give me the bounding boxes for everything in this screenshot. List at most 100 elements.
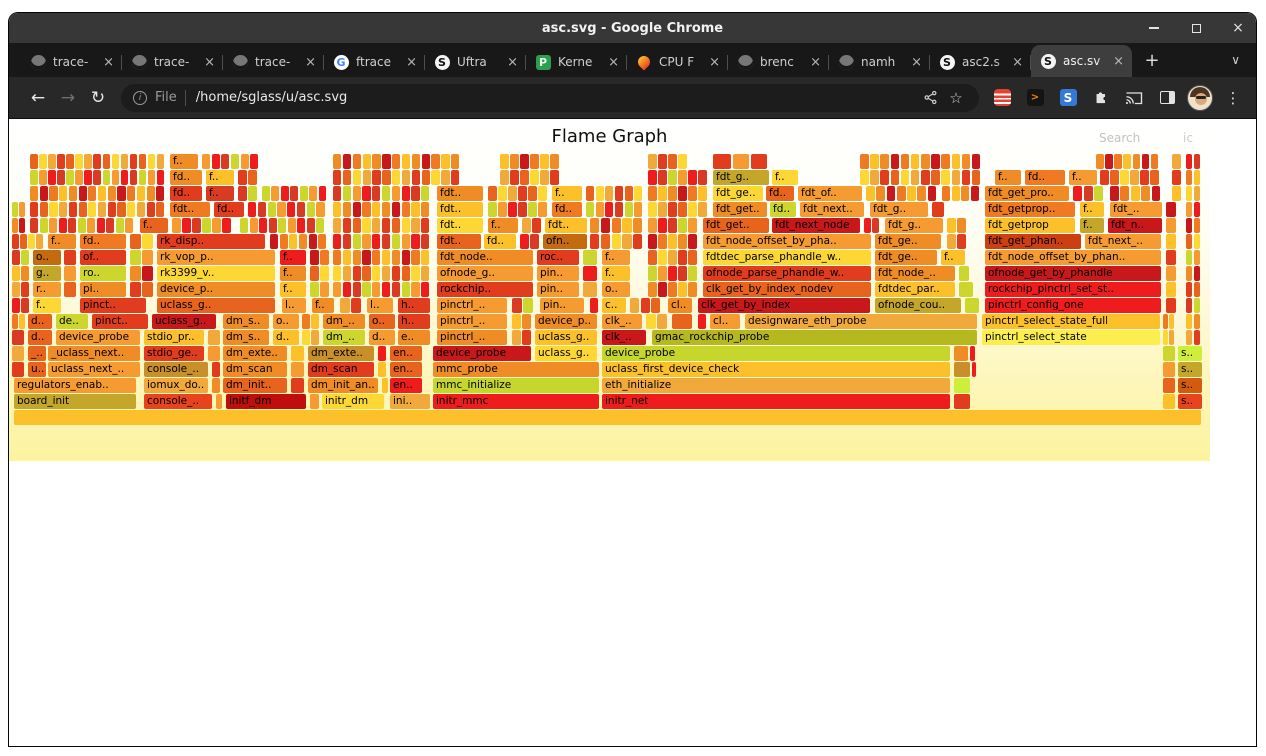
extensions-menu-button[interactable] xyxy=(1088,85,1114,111)
flame-frame[interactable] xyxy=(688,250,697,265)
flame-frame[interactable] xyxy=(333,186,342,201)
flame-frame[interactable] xyxy=(733,154,749,169)
flame-frame[interactable] xyxy=(668,234,677,249)
flame-frame[interactable] xyxy=(947,218,956,233)
flame-frame[interactable] xyxy=(1130,170,1139,185)
flame-frame[interactable] xyxy=(342,202,352,217)
flame-frame[interactable] xyxy=(287,202,296,217)
flame-frame[interactable] xyxy=(291,346,304,361)
flame-frame-fdt_node_offset_by_phan[interactable]: fdt_node_offset_by_phan.. xyxy=(985,250,1161,265)
flame-frame[interactable] xyxy=(688,170,697,185)
flame-frame-dm_[interactable]: dm_.. xyxy=(323,330,365,345)
flame-frame[interactable] xyxy=(401,266,410,281)
close-button[interactable]: × xyxy=(1230,20,1246,36)
flame-frame[interactable] xyxy=(362,282,371,297)
tab-trace-[interactable]: trace- × xyxy=(122,47,223,77)
flame-frame[interactable] xyxy=(931,154,940,169)
flame-frame-h[interactable]: h.. xyxy=(398,298,430,313)
flame-frame[interactable] xyxy=(21,298,29,313)
flame-frame[interactable] xyxy=(362,234,371,249)
flame-frame[interactable] xyxy=(12,282,20,297)
flame-frame[interactable] xyxy=(1193,202,1200,217)
flame-frame[interactable] xyxy=(1163,346,1175,361)
flame-frame[interactable] xyxy=(102,154,111,169)
flame-frame-uclass_g[interactable]: uclass_g.. xyxy=(157,298,275,313)
flame-frame[interactable] xyxy=(117,186,126,201)
flame-frame[interactable] xyxy=(1110,186,1119,201)
tab-close-icon[interactable]: × xyxy=(911,54,922,70)
flame-frame[interactable] xyxy=(583,282,597,297)
flame-frame-f[interactable]: f.. xyxy=(206,186,234,201)
flame-frame-initr_net[interactable]: initr_net xyxy=(602,394,950,409)
flame-frame-o[interactable]: o.. xyxy=(369,314,395,329)
flame-frame-f[interactable]: f.. xyxy=(552,186,582,201)
flame-frame[interactable] xyxy=(146,186,155,201)
flame-frame[interactable] xyxy=(125,218,134,233)
flame-frame[interactable] xyxy=(518,186,527,201)
forward-button[interactable]: → xyxy=(60,87,76,108)
flame-frame[interactable] xyxy=(530,234,539,249)
flame-frame[interactable] xyxy=(391,218,401,233)
flame-frame[interactable] xyxy=(972,362,976,377)
flame-frame-stdio_pr[interactable]: stdio_pr.. xyxy=(144,330,204,345)
flame-frame-en[interactable]: en.. xyxy=(390,346,422,361)
flame-frame[interactable] xyxy=(192,218,201,233)
flame-frame[interactable] xyxy=(342,250,352,265)
flame-frame[interactable] xyxy=(1166,298,1176,313)
flame-frame-fdt_next[interactable]: fdt_next.. xyxy=(800,202,864,217)
flame-frame[interactable] xyxy=(142,250,153,265)
flame-frame[interactable] xyxy=(698,202,707,217)
flame-frame[interactable] xyxy=(39,170,47,185)
url-text[interactable]: /home/sglass/u/asc.svg xyxy=(195,90,348,105)
flame-frame-r[interactable]: r.. xyxy=(33,282,61,297)
flame-frame[interactable] xyxy=(1186,202,1192,217)
flame-frame[interactable] xyxy=(880,154,889,169)
flame-frame[interactable] xyxy=(77,218,86,233)
flame-frame[interactable] xyxy=(1163,378,1175,393)
tab-namh[interactable]: namh × xyxy=(829,47,930,77)
flame-frame[interactable] xyxy=(202,154,211,169)
flame-frame-fdt_getprop[interactable]: fdt_getprop xyxy=(985,218,1075,233)
flame-frame-fd[interactable]: fd.. xyxy=(766,186,794,201)
flame-frame[interactable] xyxy=(342,234,352,249)
flame-frame[interactable] xyxy=(382,378,388,393)
flame-frame[interactable] xyxy=(1166,234,1176,249)
flame-frame-uclass_g[interactable]: uclass_g.. xyxy=(535,330,597,345)
flame-frame[interactable] xyxy=(630,298,640,313)
flame-frame[interactable] xyxy=(1193,266,1200,281)
flame-frame-clk_[interactable]: clk_.. xyxy=(602,330,646,345)
flame-frame[interactable] xyxy=(57,170,65,185)
flame-frame[interactable] xyxy=(391,282,401,297)
flame-frame[interactable] xyxy=(98,186,107,201)
flame-frame-fdt_g[interactable]: fdt_g.. xyxy=(885,218,943,233)
flame-frame[interactable] xyxy=(156,154,165,169)
flame-frame[interactable] xyxy=(658,170,667,185)
tab-close-icon[interactable]: × xyxy=(507,54,518,70)
flame-frame[interactable] xyxy=(401,250,410,265)
flame-frame[interactable] xyxy=(391,202,401,217)
flame-frame[interactable] xyxy=(1193,298,1200,313)
flame-frame-f[interactable]: f.. xyxy=(1080,218,1104,233)
flame-frame[interactable] xyxy=(401,186,410,201)
flame-frame[interactable] xyxy=(267,202,276,217)
flame-frame-rk_disp[interactable]: rk_disp.. xyxy=(157,234,265,249)
flame-frame[interactable] xyxy=(678,154,687,169)
flame-frame[interactable] xyxy=(320,282,329,297)
flame-frame[interactable] xyxy=(954,362,970,377)
flame-frame[interactable] xyxy=(333,266,342,281)
flame-frame-pin[interactable]: pin.. xyxy=(540,298,584,313)
flame-frame[interactable] xyxy=(1172,154,1181,169)
flame-frame[interactable] xyxy=(668,218,677,233)
flame-frame[interactable] xyxy=(49,186,58,201)
flame-frame[interactable] xyxy=(1123,154,1132,169)
flame-frame[interactable] xyxy=(382,234,391,249)
flame-frame[interactable] xyxy=(208,330,220,345)
flame-frame[interactable] xyxy=(1130,186,1140,201)
flame-frame-fdtdec_parse_phandle_w[interactable]: fdtdec_parse_phandle_w.. xyxy=(703,250,871,265)
flame-frame[interactable] xyxy=(411,154,421,169)
flame-frame[interactable] xyxy=(590,298,598,313)
flame-frame[interactable] xyxy=(900,154,910,169)
flame-frame-device_probe[interactable]: device_probe xyxy=(433,346,531,361)
flame-frame[interactable] xyxy=(530,154,539,169)
flame-frame[interactable] xyxy=(615,202,624,217)
